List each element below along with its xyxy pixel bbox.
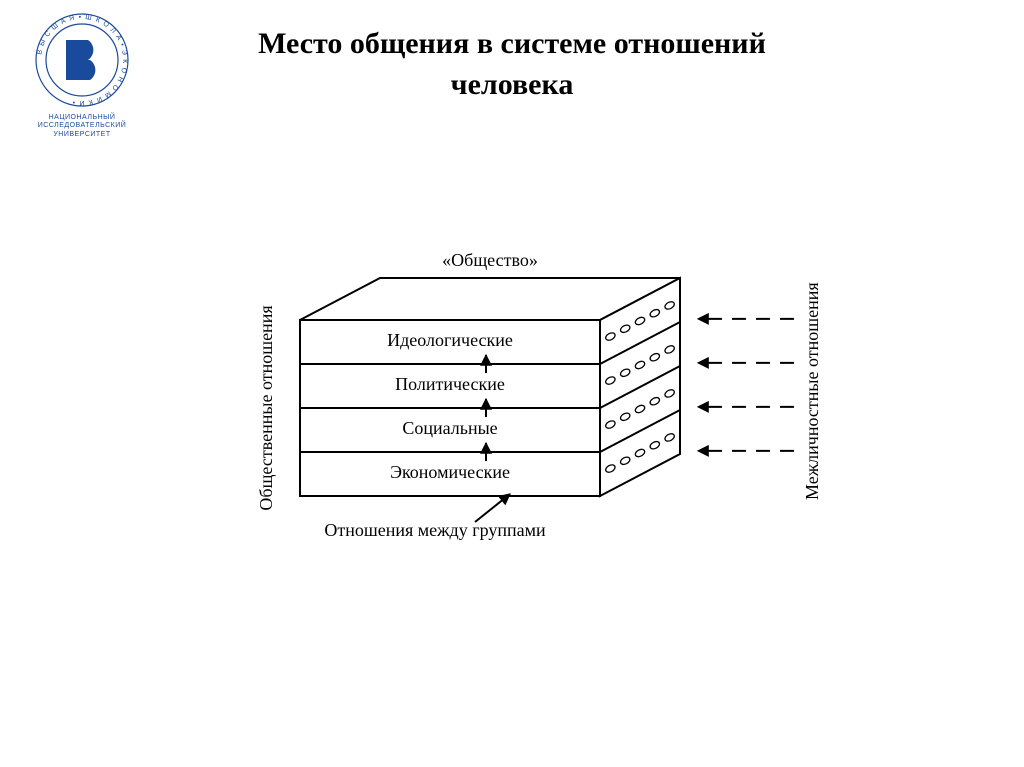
diagram-right-label: Межличностные отношения — [802, 282, 822, 500]
logo-caption: НАЦИОНАЛЬНЫЙ ИССЛЕДОВАТЕЛЬСКИЙ УНИВЕРСИТ… — [12, 114, 152, 139]
diagram-bottom-label: Отношения между группами — [324, 520, 546, 540]
layer-label: Социальные — [402, 418, 497, 438]
layer-label: Экономические — [390, 462, 510, 482]
layer-label: Политические — [395, 374, 505, 394]
layer-label: Идеологические — [387, 330, 513, 350]
diagram-left-label: Общественные отношения — [256, 305, 276, 510]
page-title: Место общения в системе отношений челове… — [0, 24, 1024, 105]
diagram-top-label: «Общество» — [442, 250, 538, 270]
diagram: Идеологические Политические Социальные Экон… — [180, 220, 880, 620]
bottom-arrow — [475, 494, 510, 522]
